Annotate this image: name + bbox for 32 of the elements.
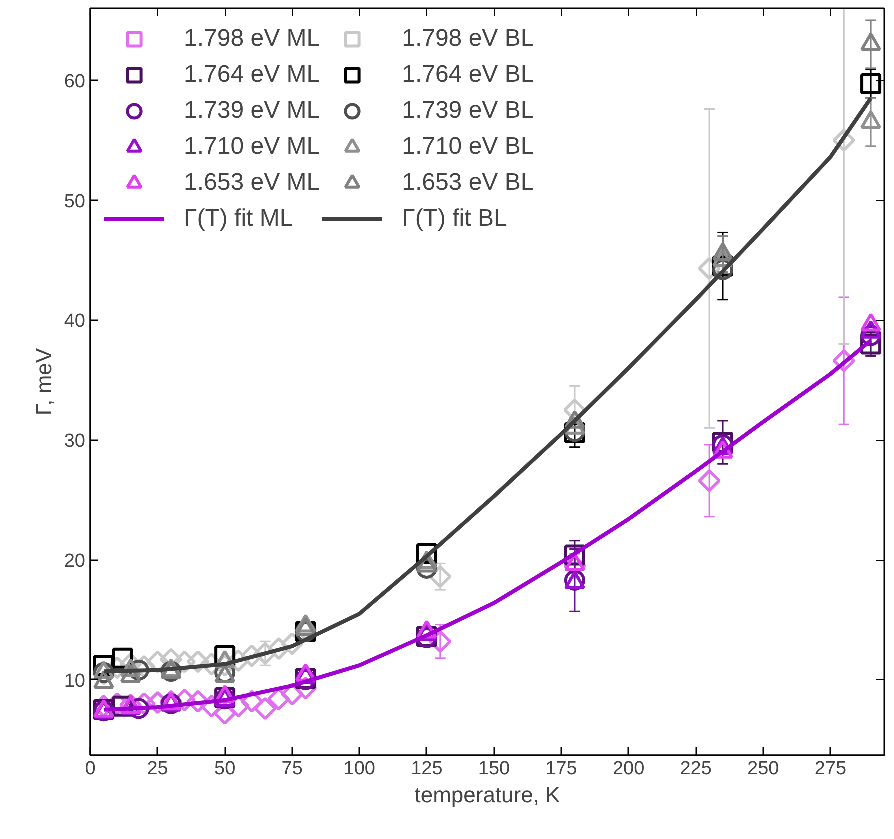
legend-label: 1.764 eV BL <box>402 60 534 90</box>
y-tick-label: 30 <box>64 431 86 452</box>
legend-label: Γ(T) fit ML <box>184 204 294 234</box>
y-axis-title: Γ, meV <box>31 348 56 416</box>
y-tick-label: 60 <box>64 71 86 92</box>
y-tick-label: 10 <box>64 670 86 692</box>
legend-label: 1.764 eV ML <box>184 60 320 90</box>
x-tick-label: 50 <box>214 758 236 780</box>
x-tick-label: 275 <box>814 758 847 780</box>
x-tick-label: 150 <box>478 758 510 780</box>
x-tick-label: 250 <box>748 758 780 780</box>
legend-label: 1.653 eV BL <box>402 168 534 198</box>
legend-label: 1.710 eV BL <box>402 132 534 162</box>
legend-label: 1.798 eV ML <box>184 24 320 54</box>
x-tick-label: 0 <box>85 758 96 780</box>
y-tick-label: 50 <box>64 191 86 212</box>
legend-label: 1.739 eV BL <box>402 96 534 126</box>
legend-label: 1.710 eV ML <box>184 132 320 162</box>
x-tick-label: 75 <box>282 758 303 780</box>
x-tick-label: 125 <box>411 758 443 780</box>
x-axis-title: temperature, K <box>414 782 561 808</box>
legend-label: 1.798 eV BL <box>402 24 534 54</box>
x-tick-label: 100 <box>344 758 376 780</box>
x-tick-label: 200 <box>612 758 645 780</box>
x-tick-label: 25 <box>147 758 168 780</box>
x-tick-label: 175 <box>546 758 578 780</box>
x-tick-label: 225 <box>680 758 712 780</box>
y-tick-label: 40 <box>64 311 86 332</box>
y-tick-label: 20 <box>64 551 86 572</box>
legend-label: 1.653 eV ML <box>184 168 320 198</box>
legend-label: Γ(T) fit BL <box>402 204 508 234</box>
legend-label: 1.739 eV ML <box>184 96 320 126</box>
